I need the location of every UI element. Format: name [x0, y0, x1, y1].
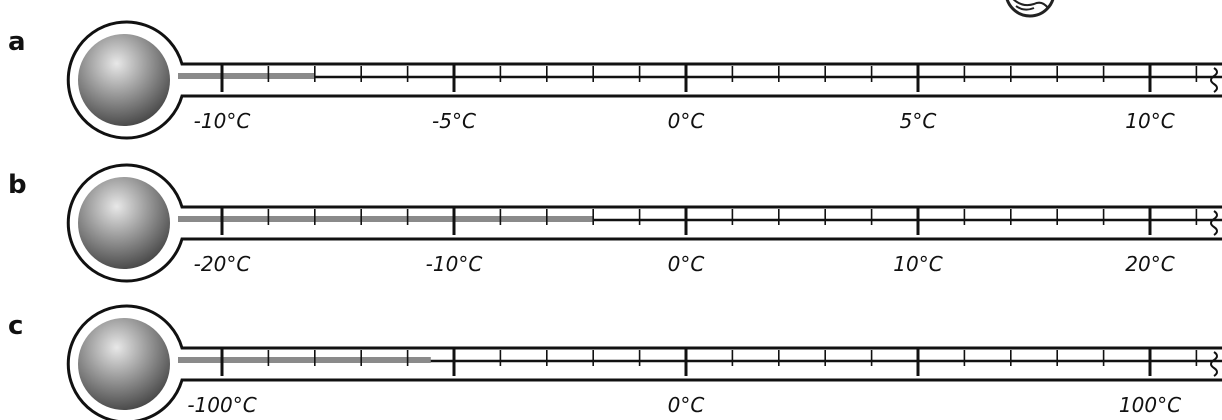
thermometer-c-liquid [178, 357, 431, 363]
thermometer-a-glass [66, 20, 1222, 140]
thermometer-a-letter: a [8, 27, 26, 57]
scale-label: -20°C [194, 252, 251, 276]
scale-label: 0°C [668, 252, 705, 276]
scale-label: 5°C [900, 109, 937, 133]
scale-label: 0°C [668, 109, 705, 133]
thermometer-b-liquid [178, 216, 594, 222]
thermometer-c-letter: c [8, 311, 23, 341]
thermometer-a-liquid [178, 73, 315, 79]
thermometer-b-glass [66, 163, 1222, 283]
thermometer-b: b -20°C -10°C 0°C 10°C 20°C [8, 163, 1222, 283]
scale-label: -10°C [194, 109, 251, 133]
thermometer-b-letter: b [8, 170, 27, 200]
torn-edge-mark [1210, 67, 1218, 93]
scale-label: 0°C [668, 393, 705, 417]
scale-label: -5°C [432, 109, 476, 133]
thermometer-a-bulb [78, 34, 170, 126]
scale-label: 10°C [893, 252, 942, 276]
torn-edge-mark [1210, 210, 1218, 236]
thermometer-a: a -10°C -5°C 0°C 5°C 10°C [8, 20, 1222, 140]
thermometer-c-glass [66, 304, 1222, 420]
scale-label: 10°C [1125, 109, 1174, 133]
globe-icon [1005, 0, 1055, 18]
scale-label: -10°C [426, 252, 483, 276]
thermometer-b-bulb [78, 177, 170, 269]
scale-label: -100°C [187, 393, 256, 417]
thermometer-c: c -100°C 0°C 100°C [8, 304, 1222, 420]
thermometer-c-bulb [78, 318, 170, 410]
torn-edge-mark [1210, 351, 1218, 377]
scale-label: 100°C [1119, 393, 1181, 417]
scale-label: 20°C [1125, 252, 1174, 276]
